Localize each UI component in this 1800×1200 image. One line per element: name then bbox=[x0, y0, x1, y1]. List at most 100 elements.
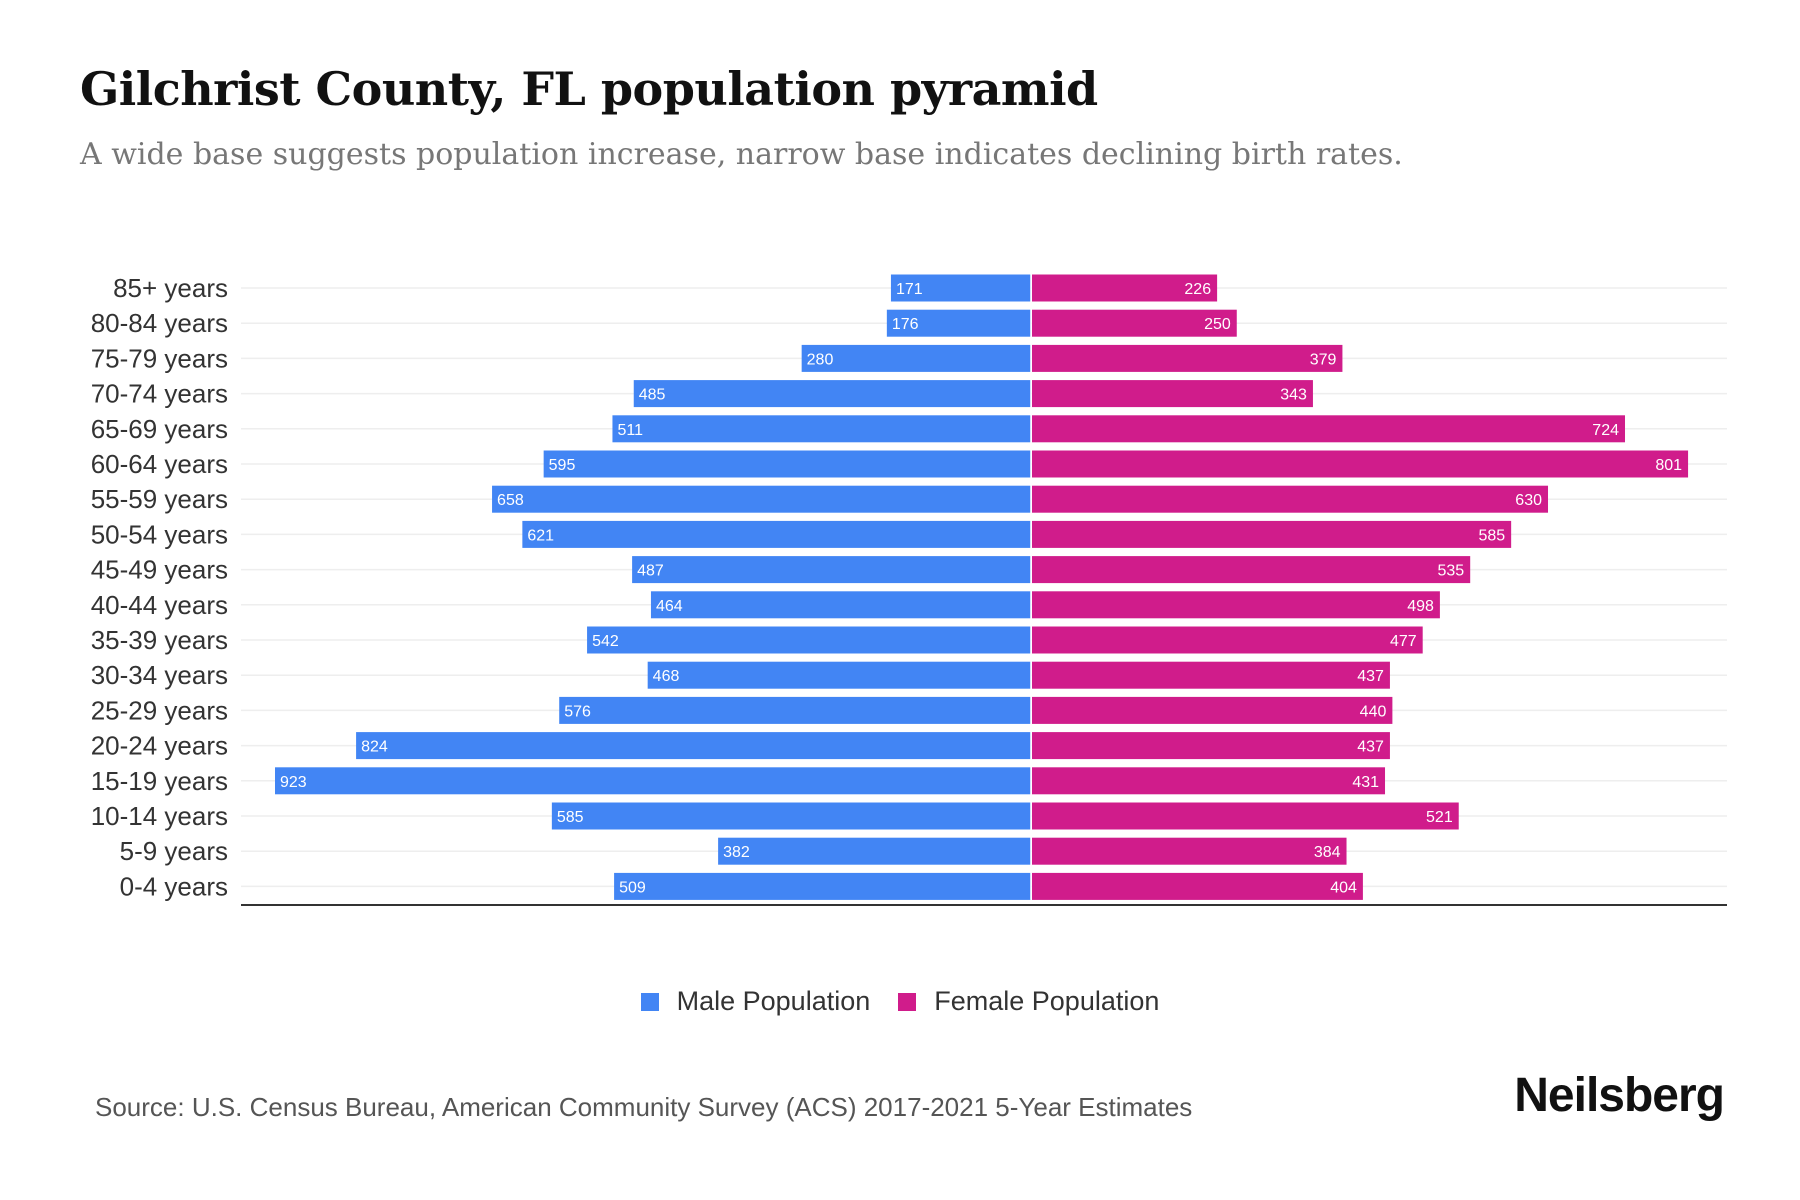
legend-swatch-male bbox=[640, 992, 659, 1011]
female-bar bbox=[1032, 556, 1471, 584]
male-bar bbox=[647, 661, 1031, 689]
male-value-label: 485 bbox=[639, 387, 666, 404]
female-value-label: 250 bbox=[1204, 316, 1231, 333]
male-bar bbox=[522, 520, 1031, 548]
male-value-label: 171 bbox=[896, 281, 923, 298]
male-value-label: 658 bbox=[497, 492, 524, 509]
male-value-label: 511 bbox=[617, 422, 643, 439]
age-group-label: 40-44 years bbox=[91, 590, 228, 620]
age-group-label: 30-34 years bbox=[91, 660, 228, 690]
female-value-label: 343 bbox=[1280, 387, 1307, 404]
age-group-label: 70-74 years bbox=[91, 379, 228, 409]
male-value-label: 576 bbox=[564, 703, 591, 720]
male-value-label: 468 bbox=[653, 668, 680, 685]
female-value-label: 630 bbox=[1515, 492, 1542, 509]
female-value-label: 437 bbox=[1357, 739, 1384, 756]
legend-label-female: Female Population bbox=[934, 986, 1160, 1016]
male-bar bbox=[587, 626, 1031, 654]
male-value-label: 542 bbox=[592, 633, 619, 650]
male-value-label: 824 bbox=[361, 739, 388, 756]
male-bar bbox=[559, 696, 1031, 724]
male-value-label: 621 bbox=[527, 527, 554, 544]
female-value-label: 535 bbox=[1437, 563, 1464, 580]
female-value-label: 498 bbox=[1407, 598, 1434, 615]
male-value-label: 585 bbox=[557, 809, 584, 826]
female-value-label: 724 bbox=[1592, 422, 1619, 439]
female-bar bbox=[1032, 696, 1393, 724]
age-group-label: 15-19 years bbox=[91, 766, 228, 796]
female-value-label: 379 bbox=[1310, 351, 1337, 368]
female-value-label: 404 bbox=[1330, 879, 1357, 896]
age-group-label: 35-39 years bbox=[91, 625, 228, 655]
female-bar bbox=[1032, 450, 1689, 478]
age-group-label: 55-59 years bbox=[91, 484, 228, 514]
female-bar bbox=[1032, 837, 1347, 865]
male-bar bbox=[543, 450, 1031, 478]
male-bar bbox=[650, 591, 1031, 619]
female-bar bbox=[1032, 802, 1459, 830]
male-value-label: 280 bbox=[807, 351, 834, 368]
male-bar bbox=[890, 274, 1031, 302]
male-bar bbox=[551, 802, 1031, 830]
male-bar bbox=[801, 344, 1031, 372]
female-value-label: 431 bbox=[1352, 774, 1379, 791]
female-bar bbox=[1032, 274, 1218, 302]
male-value-label: 464 bbox=[656, 598, 683, 615]
male-bar bbox=[718, 837, 1031, 865]
age-group-label: 65-69 years bbox=[91, 414, 228, 444]
legend-item-female: Female Population bbox=[898, 986, 1159, 1017]
male-bar bbox=[492, 485, 1031, 513]
male-bar bbox=[356, 732, 1031, 760]
age-group-label: 0-4 years bbox=[120, 871, 228, 901]
male-value-label: 487 bbox=[637, 563, 664, 580]
male-bar bbox=[614, 872, 1031, 900]
chart-subtitle: A wide base suggests population increase… bbox=[80, 137, 1403, 172]
female-bar bbox=[1032, 309, 1237, 337]
female-bar bbox=[1032, 767, 1386, 795]
age-group-label: 20-24 years bbox=[91, 731, 228, 761]
female-bar bbox=[1032, 661, 1390, 689]
female-value-label: 226 bbox=[1184, 281, 1211, 298]
age-group-label: 5-9 years bbox=[120, 836, 228, 866]
age-group-label: 80-84 years bbox=[91, 308, 228, 338]
male-value-label: 509 bbox=[619, 879, 646, 896]
legend-swatch-female bbox=[898, 992, 917, 1011]
legend-item-male: Male Population bbox=[640, 986, 871, 1017]
female-bar bbox=[1032, 626, 1423, 654]
age-group-label: 10-14 years bbox=[91, 801, 228, 831]
male-value-label: 176 bbox=[892, 316, 919, 333]
age-group-label: 25-29 years bbox=[91, 695, 228, 725]
male-bar bbox=[632, 556, 1031, 584]
female-value-label: 384 bbox=[1314, 844, 1341, 861]
female-bar bbox=[1032, 485, 1549, 513]
female-bar bbox=[1032, 732, 1390, 760]
female-bar bbox=[1032, 380, 1313, 408]
female-value-label: 521 bbox=[1426, 809, 1453, 826]
female-bar bbox=[1032, 591, 1440, 619]
female-bar bbox=[1032, 520, 1512, 548]
female-value-label: 440 bbox=[1360, 703, 1387, 720]
age-group-label: 45-49 years bbox=[91, 555, 228, 585]
male-value-label: 595 bbox=[549, 457, 576, 474]
age-group-label: 75-79 years bbox=[91, 343, 228, 373]
female-value-label: 585 bbox=[1478, 527, 1505, 544]
male-bar bbox=[633, 380, 1031, 408]
female-value-label: 477 bbox=[1390, 633, 1417, 650]
female-value-label: 801 bbox=[1655, 457, 1682, 474]
male-value-label: 382 bbox=[723, 844, 750, 861]
pyramid-chart: 85+ years 171 226 80-84 years 176 250 75-79 ye… bbox=[91, 273, 1727, 906]
legend-label-male: Male Population bbox=[676, 986, 871, 1016]
female-bar bbox=[1032, 344, 1343, 372]
age-group-label: 50-54 years bbox=[91, 519, 228, 549]
female-bar bbox=[1032, 872, 1363, 900]
male-value-label: 923 bbox=[280, 774, 307, 791]
male-bar bbox=[886, 309, 1031, 337]
neilsberg-logo: Neilsberg bbox=[1514, 1069, 1725, 1122]
age-group-label: 85+ years bbox=[113, 273, 228, 303]
female-bar bbox=[1032, 415, 1626, 443]
age-group-label: 60-64 years bbox=[91, 449, 228, 479]
male-bar bbox=[612, 415, 1031, 443]
male-bar bbox=[275, 767, 1031, 795]
female-value-label: 437 bbox=[1357, 668, 1384, 685]
source-note: Source: U.S. Census Bureau, American Com… bbox=[95, 1092, 1193, 1122]
